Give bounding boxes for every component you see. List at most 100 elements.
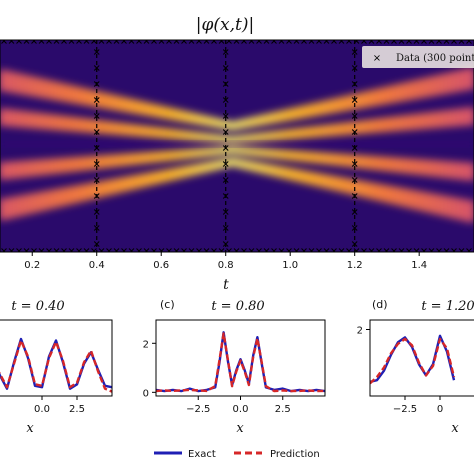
data-point: [278, 248, 285, 252]
heatmap-cell: [354, 155, 365, 168]
data-point: [222, 81, 229, 87]
heatmap-cell: [441, 110, 452, 128]
heatmap-cell: [354, 180, 365, 197]
data-point: [286, 40, 292, 44]
heatmap-cell: [259, 163, 270, 174]
data-markers: [1, 40, 472, 252]
data-point: [93, 49, 100, 55]
heatmap-cell: [386, 85, 396, 104]
data-point: [106, 40, 112, 44]
data-point: [351, 225, 358, 231]
heatmap-cell: [62, 157, 73, 173]
data-point: [351, 161, 358, 167]
data-point: [222, 177, 229, 183]
heatmap-cell: [38, 191, 49, 211]
heatmap-cell: [449, 109, 460, 127]
heatmap-cell: [85, 89, 96, 107]
heatmap-cell: [386, 186, 396, 204]
data-point: [383, 40, 390, 44]
data-point: [233, 40, 240, 44]
heatmap-cell: [275, 130, 286, 140]
heatmap-cell: [370, 119, 381, 133]
data-point: [76, 40, 82, 44]
data-point: [226, 40, 232, 44]
heatmap-cell: [164, 107, 175, 120]
panel3-label: (d): [372, 298, 388, 311]
heatmap-cell: [243, 134, 254, 143]
heatmap-cell: [6, 161, 17, 179]
data-point: [421, 248, 427, 252]
data-point: [222, 113, 229, 119]
data-point: [458, 40, 465, 44]
data-point: [83, 248, 90, 252]
heatmap-cell: [401, 115, 412, 131]
data-point: [351, 177, 358, 183]
data-point: [136, 248, 142, 252]
panel-y-tick-label: 2: [143, 339, 149, 350]
heatmap-cell: [370, 89, 381, 106]
data-point: [316, 40, 322, 44]
heatmap-panel: |φ(x,t)| 0.2 0.4 0.6 0.8 1.0 1.2 1.4 t × Data …: [0, 15, 474, 293]
data-point: [166, 40, 172, 44]
data-point: [222, 241, 229, 247]
data-point: [413, 40, 420, 44]
data-point: [91, 40, 97, 44]
data-point: [368, 40, 375, 44]
data-point: [166, 248, 172, 252]
heatmap-cell: [378, 156, 389, 171]
data-point: [351, 113, 358, 119]
data-point: [68, 248, 75, 252]
heatmap-cell: [465, 107, 474, 126]
heatmap-cell: [38, 159, 49, 175]
heatmap-cell: [346, 121, 357, 135]
heatmap-title: |φ(x,t)|: [196, 15, 254, 35]
panel2-label: (c): [160, 298, 175, 311]
heatmap-cell: [433, 111, 444, 128]
heatmap-cell: [401, 158, 412, 174]
data-point: [181, 40, 187, 44]
heatmap-cell: [299, 151, 310, 162]
data-point: [8, 248, 15, 252]
data-point: [398, 40, 405, 44]
heatmap-cell: [362, 120, 373, 134]
series-prediction-line: [156, 332, 325, 393]
data-point: [351, 81, 358, 87]
heatmap-cell: [6, 197, 17, 218]
heatmap-cell: [370, 183, 381, 200]
panel1-xlabel: x: [26, 421, 34, 436]
data-point: [351, 65, 358, 71]
heatmap-cell: [409, 158, 420, 175]
data-point: [222, 209, 229, 215]
data-point: [113, 40, 120, 44]
heatmap-cell: [78, 156, 88, 171]
heatmap-cell: [322, 175, 333, 189]
data-point: [451, 248, 457, 252]
heatmap-cell: [228, 146, 238, 154]
heatmap-cell: [457, 108, 468, 126]
heatmap-cell: [283, 167, 294, 180]
heatmap-cell: [70, 117, 80, 132]
data-point: [93, 145, 100, 151]
heatmap-cell: [425, 193, 436, 213]
data-point: [351, 97, 358, 103]
heatmap-cell: [346, 154, 357, 168]
heatmap-x-tick-label: 1.4: [411, 260, 427, 271]
heatmap-x-tick-label: 0.6: [153, 260, 169, 271]
panel-x-tick-label: 0.0: [34, 404, 50, 415]
heatmap-cell: [417, 78, 428, 98]
heatmap-cell: [457, 69, 468, 92]
data-point: [38, 248, 45, 252]
heatmap-cell: [125, 176, 136, 190]
data-point: [93, 209, 100, 215]
bottom-legend: Exact Prediction: [154, 449, 320, 460]
data-point: [263, 248, 270, 252]
data-point: [76, 248, 82, 252]
heatmap-cell: [133, 174, 144, 189]
data-point: [143, 248, 150, 252]
data-point: [203, 248, 210, 252]
data-point: [241, 40, 247, 44]
heatmap-cell: [362, 182, 373, 198]
heatmap-cell: [46, 190, 57, 209]
heatmap-cell: [228, 121, 238, 130]
